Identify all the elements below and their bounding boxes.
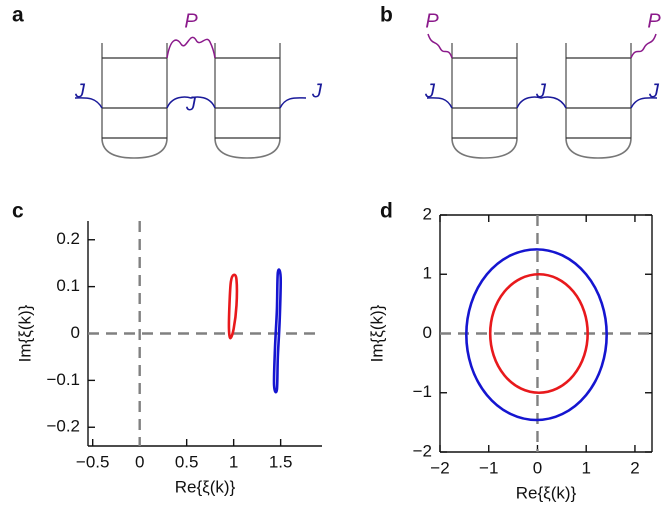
label-j: J: [648, 80, 660, 102]
coupling-p: [427, 33, 453, 59]
label-j: J: [311, 80, 323, 102]
y-tick-label: −1: [413, 382, 432, 401]
panel-label: d: [380, 200, 393, 223]
y-tick-label: 0: [423, 323, 432, 342]
x-tick-label: 0.5: [175, 452, 199, 471]
y-tick-label: −0.1: [46, 370, 80, 389]
diagram-a: P J J J: [74, 10, 323, 159]
y-tick-label: 0.2: [56, 229, 80, 248]
coupling-p: [166, 36, 216, 59]
diagram-b: P P J J J: [424, 10, 661, 159]
panel-label: a: [12, 4, 24, 27]
label-p: P: [425, 10, 439, 32]
coupling-j: [516, 96, 567, 109]
y-axis-label: Im{ξ(k)}: [15, 304, 34, 362]
panel-label: c: [12, 200, 24, 223]
levels: [102, 57, 280, 139]
x-tick-label: −2: [430, 458, 449, 477]
panel-label: b: [380, 4, 393, 27]
label-j: J: [535, 80, 547, 102]
x-axis-label: Re{ξ(k)}: [516, 483, 577, 502]
x-tick-label: 1: [229, 452, 238, 471]
circle: [465, 248, 608, 422]
levels: [452, 57, 631, 139]
x-tick-label: −0.5: [76, 452, 110, 471]
label-p: P: [184, 10, 198, 32]
label-p: P: [647, 10, 661, 32]
y-axis-label: Im{ξ(k)}: [367, 304, 386, 362]
y-tick-label: 1: [423, 264, 432, 283]
x-tick-label: 0: [135, 452, 144, 471]
x-tick-label: 0: [533, 458, 542, 477]
x-tick-label: 1.5: [269, 452, 293, 471]
x-tick-label: 2: [630, 458, 639, 477]
label-j: J: [424, 80, 436, 102]
y-tick-label: −0.2: [46, 417, 80, 436]
label-j: J: [74, 80, 86, 102]
coupling-j: [74, 97, 103, 109]
y-tick-label: 0: [71, 323, 80, 342]
label-j: J: [185, 93, 197, 115]
well: [101, 43, 168, 159]
x-axis-label: Re{ξ(k)}: [175, 477, 236, 496]
well: [214, 43, 281, 159]
coupling-p: [630, 33, 657, 59]
coupling-j: [630, 97, 658, 109]
coupling-j: [279, 97, 307, 109]
x-tick-label: 1: [581, 458, 590, 477]
coupling-j: [426, 97, 453, 109]
loop: [272, 268, 283, 394]
x-tick-label: −1: [479, 458, 498, 477]
y-tick-label: −2: [413, 441, 432, 460]
loop: [227, 273, 239, 340]
y-tick-label: 0.1: [56, 276, 80, 295]
well: [565, 43, 632, 159]
well: [451, 43, 518, 159]
circle: [488, 272, 589, 395]
y-tick-label: 2: [423, 204, 432, 223]
coupling-j: [166, 96, 216, 109]
